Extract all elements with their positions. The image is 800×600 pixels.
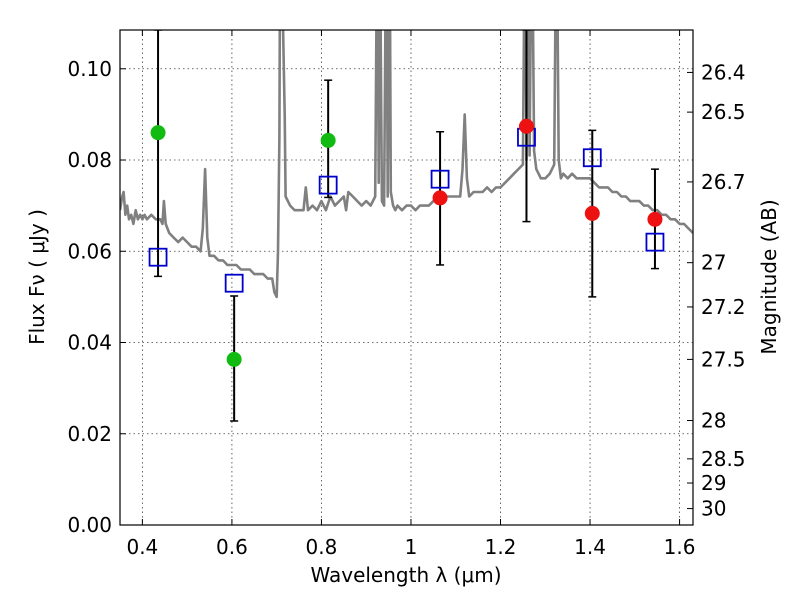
x-tick-label: 1.2 <box>485 535 517 559</box>
x-tick-label: 1 <box>405 535 418 559</box>
x-tick-label: 0.4 <box>126 535 158 559</box>
model-band-square <box>582 148 602 168</box>
red-data-point <box>432 190 448 206</box>
model-band-square <box>224 273 244 293</box>
red-data-point <box>584 205 600 221</box>
plot-frame <box>119 29 694 526</box>
model-spectrum-line <box>120 30 693 299</box>
x-tick-label: 0.6 <box>216 535 248 559</box>
y2-axis-title: Magnitude (AB) <box>757 199 781 354</box>
y2-tick-label: 27.5 <box>701 347 746 371</box>
axis-ticks: 0.4 0.6 0.8 1 1.2 1.4 1.6 0.00 0.02 0.04 0.06 0.08 0… <box>67 30 746 559</box>
green-data-point <box>226 351 242 367</box>
y2-tick-label: 26.4 <box>701 60 746 84</box>
red-data-point <box>647 211 663 227</box>
y-tick-label: 0.02 <box>67 422 112 446</box>
y-axis-title: Flux Fν ( μJy ) <box>25 209 49 345</box>
plot-area <box>120 30 693 422</box>
x-tick-label: 1.4 <box>574 535 606 559</box>
y2-tick-label: 27 <box>701 251 726 275</box>
y2-tick-label: 28.5 <box>701 447 746 471</box>
model-band-square <box>430 169 450 189</box>
model-band-square <box>148 247 168 267</box>
y-tick-label: 0.00 <box>67 513 112 537</box>
x-axis-title: Wavelength λ (μm) <box>310 563 501 587</box>
model-band-square <box>645 232 665 252</box>
y-tick-label: 0.04 <box>67 331 112 355</box>
y2-tick-label: 26.5 <box>701 100 746 124</box>
y2-tick-label: 29 <box>701 471 726 495</box>
y-tick-label: 0.10 <box>67 57 112 81</box>
y2-tick-label: 26.7 <box>701 170 746 194</box>
grid-lines <box>120 30 693 526</box>
red-data-point <box>518 118 534 134</box>
x-tick-label: 0.8 <box>306 535 338 559</box>
y2-tick-label: 28 <box>701 409 726 433</box>
y2-tick-label: 30 <box>701 497 726 521</box>
x-tick-label: 1.6 <box>664 535 696 559</box>
model-band-square <box>318 175 338 195</box>
green-data-point <box>320 132 336 148</box>
green-data-point <box>150 125 166 141</box>
y-tick-label: 0.06 <box>67 239 112 263</box>
y-tick-label: 0.08 <box>67 148 112 172</box>
y2-tick-label: 27.2 <box>701 295 746 319</box>
